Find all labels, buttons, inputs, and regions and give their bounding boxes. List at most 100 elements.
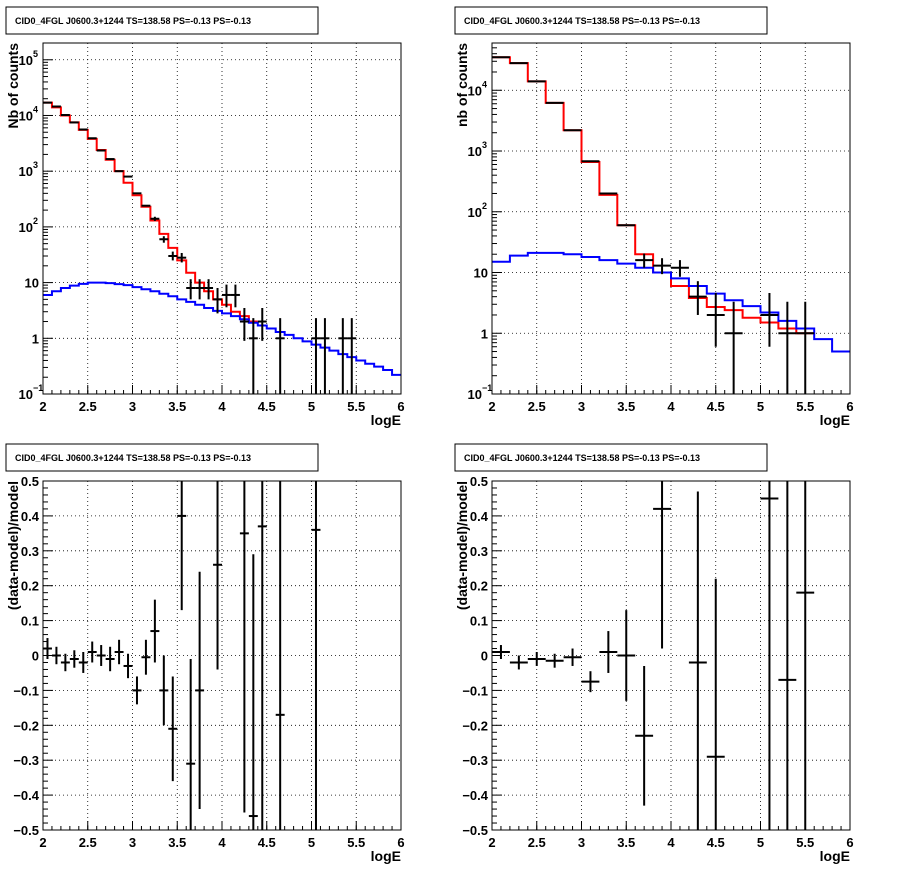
x-axis-label: logE <box>820 412 850 428</box>
y-tick-label: −0.2 <box>13 718 39 733</box>
x-tick-label: 5 <box>308 835 315 850</box>
y-tick-label: 0 <box>481 649 488 664</box>
data-point <box>69 650 79 668</box>
chart-panel-4: CID0_4FGL J0600.3+1244 TS=138.58 PS=-0.1… <box>454 443 854 864</box>
x-tick-label: 5.5 <box>347 835 365 850</box>
data-point <box>60 653 70 672</box>
model-component-line <box>43 281 401 376</box>
y-tick-exponent: 4 <box>33 104 38 114</box>
data-point <box>338 318 348 394</box>
y-tick-label: 0.2 <box>470 579 488 594</box>
y-tick-label: 1 <box>32 331 39 346</box>
x-axis-label: logE <box>820 848 850 864</box>
x-tick-label: 4.5 <box>707 399 725 414</box>
plot-frame <box>491 42 851 395</box>
y-tick-exponent: 2 <box>482 201 487 211</box>
x-tick-label: 5 <box>308 399 315 414</box>
x-tick-label: 6 <box>397 835 404 850</box>
y-tick-label: 0 <box>32 649 39 664</box>
data-point <box>43 638 52 659</box>
y-axis-label: nb of counts <box>454 43 470 127</box>
y-tick-exponent: 4 <box>482 79 487 89</box>
y-tick-label: −0.4 <box>462 788 488 803</box>
y-tick-exponent: 3 <box>482 140 487 150</box>
data-point <box>275 481 285 830</box>
data-point <box>671 260 689 277</box>
chart-title: CID0_4FGL J0600.3+1244 TS=138.58 PS=-0.1… <box>464 16 700 26</box>
x-tick-label: 2.5 <box>79 399 97 414</box>
y-tick-label: 0.1 <box>470 614 488 629</box>
data-point <box>204 279 214 300</box>
data-point <box>653 258 671 275</box>
x-axis-label: logE <box>371 412 401 428</box>
y-axis-label: (data-model)/model <box>454 481 470 610</box>
y-tick-label: 0.3 <box>470 544 488 559</box>
x-tick-label: 6 <box>846 399 853 414</box>
data-point <box>796 301 815 394</box>
data-point <box>248 318 258 394</box>
y-tick-label: 0.4 <box>21 509 40 524</box>
data-point <box>230 284 240 308</box>
y-axis-label: Nb of counts <box>5 43 21 129</box>
chart-title-box <box>454 443 768 472</box>
data-point <box>509 655 528 670</box>
y-tick-label: 10 <box>19 108 33 123</box>
chart-title-box <box>5 6 319 35</box>
chart-panel-2: CID0_4FGL J0600.3+1244 TS=138.58 PS=-0.1… <box>454 6 854 428</box>
x-tick-label: 3.5 <box>168 399 186 414</box>
data-point <box>257 307 267 341</box>
data-point <box>635 253 654 268</box>
data-point <box>724 301 743 394</box>
y-tick-label: 10 <box>468 205 482 220</box>
data-point <box>123 653 133 679</box>
data-point <box>51 646 61 665</box>
data-point <box>195 571 205 810</box>
plot-frame <box>491 480 851 831</box>
x-tick-label: 2 <box>488 399 495 414</box>
y-tick-label: 10 <box>468 387 482 402</box>
data-point <box>492 645 510 659</box>
data-point <box>688 491 707 830</box>
data-point <box>87 641 97 663</box>
x-tick-label: 4.5 <box>258 835 276 850</box>
data-point <box>778 481 797 830</box>
x-tick-label: 6 <box>397 399 404 414</box>
chart-title: CID0_4FGL J0600.3+1244 TS=138.58 PS=-0.1… <box>15 453 251 463</box>
data-point <box>706 292 725 347</box>
data-point <box>159 655 169 726</box>
y-tick-label: −0.1 <box>13 683 39 698</box>
y-tick-label: 0.4 <box>470 509 489 524</box>
data-point <box>132 676 142 705</box>
data-point <box>527 652 546 666</box>
data-point <box>168 676 178 782</box>
y-tick-exponent: −1 <box>33 383 43 393</box>
y-tick-label: −0.1 <box>462 683 488 698</box>
x-tick-label: 2.5 <box>79 835 97 850</box>
plot-frame <box>42 480 402 831</box>
y-tick-exponent: 3 <box>33 160 38 170</box>
y-tick-label: 0.5 <box>21 474 39 489</box>
x-tick-label: 5.5 <box>347 399 365 414</box>
data-point <box>239 481 249 813</box>
chart-title: CID0_4FGL J0600.3+1244 TS=138.58 PS=-0.1… <box>464 453 700 463</box>
chart-panel-1: CID0_4FGL J0600.3+1244 TS=138.58 PS=-0.1… <box>5 6 405 428</box>
data-point <box>141 639 151 675</box>
data-point <box>706 578 725 830</box>
y-tick-label: 10 <box>25 276 39 291</box>
y-tick-label: −0.2 <box>462 718 488 733</box>
data-point <box>114 639 124 665</box>
x-tick-label: 3 <box>578 835 585 850</box>
y-tick-label: 0.5 <box>470 474 488 489</box>
y-tick-exponent: 5 <box>33 49 38 59</box>
data-point <box>545 653 564 668</box>
data-point <box>159 236 169 243</box>
x-tick-label: 2.5 <box>528 399 546 414</box>
y-tick-label: −0.3 <box>462 753 488 768</box>
data-point <box>150 216 160 221</box>
data-point <box>239 307 249 341</box>
data-point <box>177 481 187 611</box>
data-point <box>311 481 321 830</box>
model-total-line <box>492 56 815 335</box>
data-point <box>78 652 88 673</box>
data-point <box>320 318 330 394</box>
